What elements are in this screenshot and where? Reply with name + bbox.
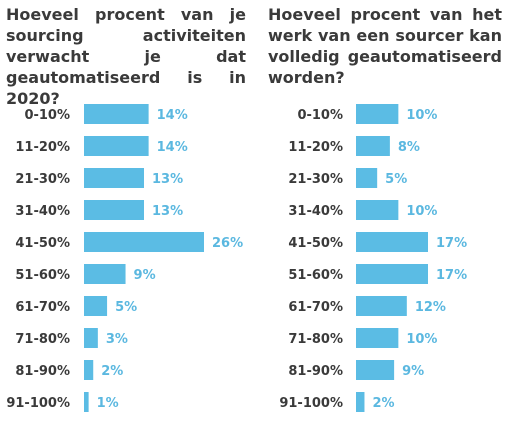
value-label: 9%: [402, 364, 424, 379]
bar: [84, 296, 108, 316]
bar: [84, 136, 149, 156]
category-label: 21-30%: [15, 172, 70, 187]
value-label: 3%: [106, 332, 128, 347]
bar: [84, 200, 144, 220]
bar: [356, 296, 407, 316]
chart-right: Hoeveel procent van het werk van een sou…: [254, 0, 507, 424]
category-label: 81-90%: [288, 364, 343, 379]
value-label: 10%: [406, 204, 437, 219]
bar: [356, 200, 399, 220]
category-label: 51-60%: [288, 268, 343, 283]
bar: [84, 104, 149, 124]
bar: [356, 232, 428, 252]
value-label: 9%: [134, 268, 156, 283]
category-label: 41-50%: [15, 236, 70, 251]
bar: [356, 328, 399, 348]
bar: [84, 264, 126, 284]
category-label: 0-10%: [297, 108, 343, 123]
chart-title: Hoeveel procent van je sourcing activite…: [6, 5, 246, 108]
value-label: 10%: [406, 332, 437, 347]
value-label: 14%: [157, 140, 188, 155]
category-label: 11-20%: [15, 140, 70, 155]
value-label: 2%: [372, 396, 394, 411]
value-label: 13%: [152, 172, 183, 187]
bar: [356, 360, 395, 380]
category-label: 61-70%: [15, 300, 70, 315]
value-label: 17%: [436, 268, 467, 283]
category-label: 91-100%: [6, 396, 70, 411]
value-label: 17%: [436, 236, 467, 251]
bar: [84, 232, 204, 252]
bar: [84, 360, 94, 380]
bar: [356, 136, 390, 156]
category-label: 81-90%: [15, 364, 70, 379]
category-label: 41-50%: [288, 236, 343, 251]
chart-left: Hoeveel procent van je sourcing activite…: [6, 5, 246, 412]
value-label: 2%: [101, 364, 123, 379]
value-label: 1%: [97, 396, 119, 411]
category-label: 0-10%: [24, 108, 70, 123]
bar: [84, 168, 144, 188]
bar: [356, 264, 428, 284]
value-label: 10%: [406, 108, 437, 123]
value-label: 13%: [152, 204, 183, 219]
value-label: 14%: [157, 108, 188, 123]
bar: [356, 392, 365, 412]
bar-chart-right: 0-10% 10% 11-20% 8% 21-30% 5% 31-40% 10% 41-50% 1…: [279, 104, 467, 412]
category-label: 71-80%: [15, 332, 70, 347]
value-label: 12%: [415, 300, 446, 315]
category-label: 71-80%: [288, 332, 343, 347]
category-label: 91-100%: [279, 396, 343, 411]
value-label: 8%: [398, 140, 420, 155]
value-label: 5%: [385, 172, 407, 187]
chart-title: Hoeveel procent van het werk van een sou…: [268, 5, 502, 87]
value-label: 5%: [115, 300, 137, 315]
bar: [356, 104, 399, 124]
bar: [84, 392, 89, 412]
bar: [84, 328, 98, 348]
bar: [356, 168, 378, 188]
value-label: 26%: [212, 236, 243, 251]
category-label: 51-60%: [15, 268, 70, 283]
category-label: 31-40%: [288, 204, 343, 219]
category-label: 61-70%: [288, 300, 343, 315]
category-label: 21-30%: [288, 172, 343, 187]
category-label: 31-40%: [15, 204, 70, 219]
category-label: 11-20%: [288, 140, 343, 155]
bar-chart-left: 0-10% 14% 11-20% 14% 21-30% 13% 31-40% 13% 41-50…: [6, 104, 243, 412]
